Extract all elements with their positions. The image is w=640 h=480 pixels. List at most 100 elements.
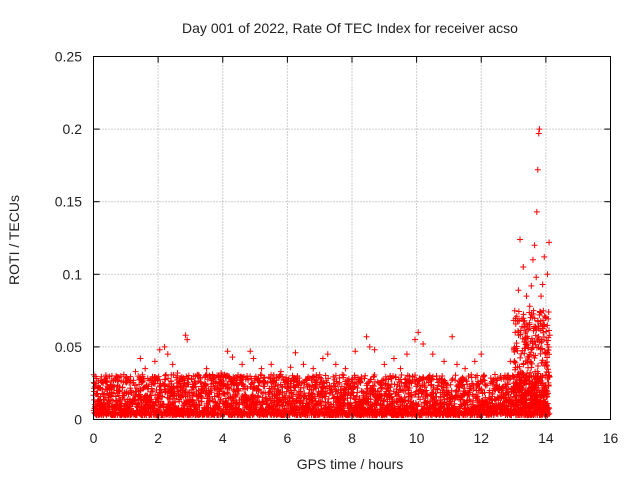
data-point <box>247 348 254 355</box>
data-point <box>289 395 296 402</box>
data-point <box>286 384 293 391</box>
data-point <box>221 390 228 397</box>
y-tick-label: 0.1 <box>63 266 83 282</box>
data-point <box>528 282 535 289</box>
data-point <box>449 333 456 340</box>
data-point <box>208 389 215 396</box>
data-point <box>234 387 241 394</box>
data-point <box>300 384 307 391</box>
data-point <box>240 381 247 388</box>
data-point <box>161 343 168 350</box>
data-point <box>91 396 98 403</box>
data-point <box>478 351 485 358</box>
data-point <box>330 373 337 380</box>
data-point <box>273 390 280 397</box>
data-point <box>323 390 330 397</box>
data-point <box>297 388 304 395</box>
data-point <box>313 385 320 392</box>
data-point <box>545 309 552 316</box>
data-point <box>162 372 169 379</box>
data-point <box>332 361 339 368</box>
grid <box>93 56 611 420</box>
data-point <box>119 384 126 391</box>
data-point <box>292 349 299 356</box>
data-point <box>159 393 166 400</box>
data-point <box>342 365 349 372</box>
data-point <box>324 399 331 406</box>
data-point <box>132 397 139 404</box>
data-point <box>300 361 307 368</box>
data-point <box>220 411 227 418</box>
data-point <box>270 377 277 384</box>
data-point <box>529 256 536 263</box>
data-point <box>403 351 410 358</box>
data-point <box>398 371 405 378</box>
data-point <box>165 375 172 382</box>
data-point <box>310 365 317 372</box>
data-point <box>531 242 538 249</box>
data-point <box>462 365 469 372</box>
data-point <box>539 281 546 288</box>
data-point <box>543 328 550 335</box>
data-point <box>162 382 169 389</box>
data-point <box>352 348 359 355</box>
data-point <box>283 388 290 395</box>
data-point <box>334 381 341 387</box>
data-point <box>275 382 282 389</box>
data-point <box>98 373 105 380</box>
data-point <box>325 375 332 382</box>
data-point <box>198 395 205 402</box>
data-point <box>310 373 317 380</box>
data-point <box>203 371 210 378</box>
data-point <box>127 387 134 394</box>
x-tick-label: 16 <box>603 430 619 446</box>
data-point <box>533 274 540 281</box>
data-point <box>534 363 541 370</box>
data-point <box>518 350 525 357</box>
data-point <box>116 388 123 395</box>
data-point <box>534 166 541 173</box>
data-point <box>268 361 275 368</box>
data-point <box>233 394 240 401</box>
data-point <box>196 402 203 409</box>
data-point <box>330 401 337 408</box>
x-tick-label: 4 <box>219 430 227 446</box>
data-point <box>512 329 519 336</box>
data-point <box>203 365 210 372</box>
data-point <box>137 355 144 362</box>
data-point <box>95 378 102 385</box>
data-point <box>226 385 233 392</box>
data-point <box>151 358 158 365</box>
data-point <box>140 384 147 391</box>
data-point <box>397 365 404 372</box>
data-point <box>172 398 179 405</box>
data-point <box>528 364 535 371</box>
data-point <box>391 355 398 362</box>
data-point <box>300 378 307 385</box>
data-point <box>319 355 326 362</box>
data-point <box>224 390 231 397</box>
data-point <box>157 398 164 405</box>
data-point <box>517 354 524 361</box>
x-tick-label: 0 <box>90 430 98 446</box>
data-point <box>258 365 265 372</box>
data-point <box>164 351 171 358</box>
x-axis-label: GPS time / hours <box>297 456 404 472</box>
data-point <box>239 361 246 368</box>
y-tick-label: 0 <box>74 412 82 428</box>
data-point <box>202 381 209 388</box>
data-point <box>452 372 459 379</box>
data-point <box>151 402 158 409</box>
x-tick-label: 8 <box>348 430 356 446</box>
data-point <box>264 379 271 386</box>
data-point <box>229 354 236 361</box>
data-point <box>429 351 436 358</box>
data-point <box>102 372 109 379</box>
data-point <box>166 396 173 403</box>
data-point <box>520 264 527 271</box>
data-point <box>259 394 266 401</box>
chart-title: Day 001 of 2022, Rate Of TEC Index for r… <box>182 20 518 36</box>
data-point <box>533 208 540 215</box>
data-point <box>324 351 331 358</box>
data-point <box>523 293 530 300</box>
